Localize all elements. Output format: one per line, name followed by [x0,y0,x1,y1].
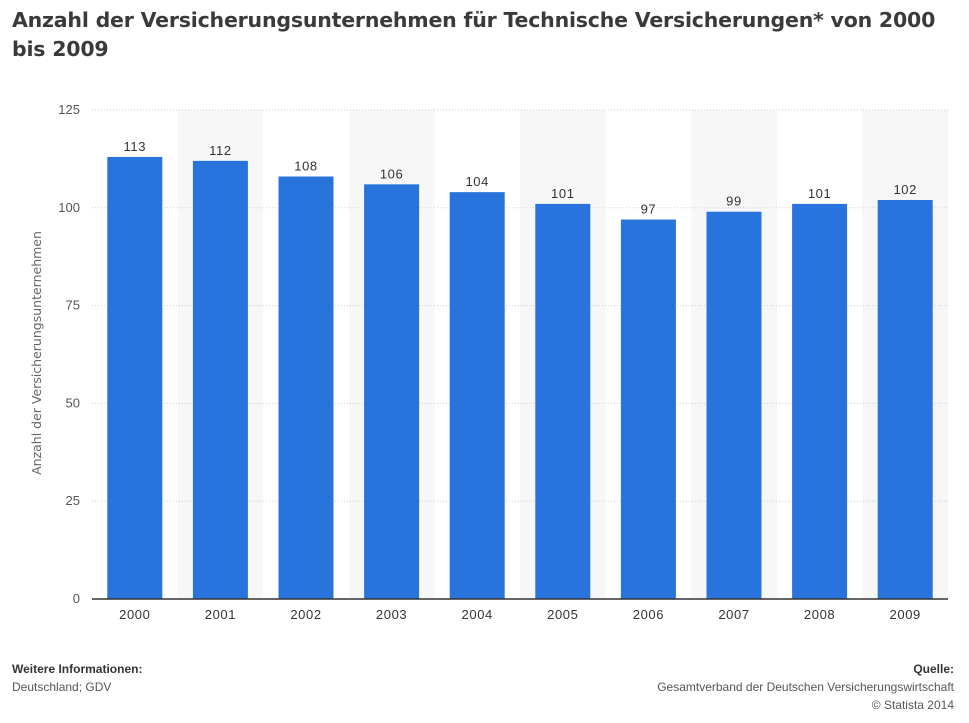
y-axis-label: Anzahl der Versicherungsunternehmen [29,231,44,475]
footer-info: Weitere Informationen: Deutschland; GDV [12,660,142,696]
data-label-2003: 106 [380,166,404,181]
bar-2000[interactable] [107,156,163,599]
data-label-2002: 108 [294,159,318,174]
data-label-2007: 99 [726,194,742,209]
x-tick-label-2002: 2002 [290,607,321,622]
footer-source: Quelle: Gesamtverband der Deutschen Vers… [657,660,954,714]
bar-2006[interactable] [620,219,676,599]
chart-title: Anzahl der Versicherungsunternehmen für … [12,8,936,61]
data-label-2009: 102 [893,182,917,197]
x-tick-label-2007: 2007 [718,607,749,622]
bar-2005[interactable] [535,203,591,599]
bar-2002[interactable] [278,176,334,599]
x-tick-label-2006: 2006 [633,607,664,622]
x-tick-label-2000: 2000 [119,607,150,622]
info-text: Deutschland; GDV [12,680,112,694]
x-tick-label-2008: 2008 [804,607,835,622]
bar-2008[interactable] [792,203,848,599]
data-label-2005: 101 [551,186,575,201]
bars [107,156,933,600]
x-tick-label-2001: 2001 [205,607,236,622]
y-tick-labels: 0 25 50 75 100 125 [58,102,80,606]
bar-2007[interactable] [706,211,762,599]
x-tick-label-2005: 2005 [547,607,578,622]
bar-2003[interactable] [364,184,420,599]
bar-2001[interactable] [192,160,248,599]
data-label-2008: 101 [808,186,832,201]
y-tick-label: 0 [73,591,80,606]
source-text: Gesamtverband der Deutschen Versicherung… [657,680,954,694]
y-tick-label: 25 [66,493,80,508]
x-tick-label-2004: 2004 [462,607,493,622]
y-tick-label: 100 [58,200,80,215]
data-labels: 113 112 108 106 104 101 97 99 101 102 [124,139,917,217]
bar-2004[interactable] [449,192,505,600]
data-label-2001: 112 [209,143,232,158]
x-tick-label-2003: 2003 [376,607,407,622]
y-tick-label: 125 [58,102,80,117]
data-label-2004: 104 [465,174,489,189]
x-tick-label-2009: 2009 [890,607,921,622]
copyright: © Statista 2014 [871,698,954,712]
y-tick-label: 50 [66,395,80,410]
data-label-2000: 113 [124,139,147,154]
source-heading: Quelle: [913,662,954,676]
data-label-2006: 97 [641,202,657,217]
y-tick-label: 75 [66,298,80,313]
info-heading: Weitere Informationen: [12,662,143,676]
bar-2009[interactable] [877,199,933,599]
x-tick-labels: 2000 2001 2002 2003 2004 2005 2006 2007 2008 2009 [119,607,921,622]
